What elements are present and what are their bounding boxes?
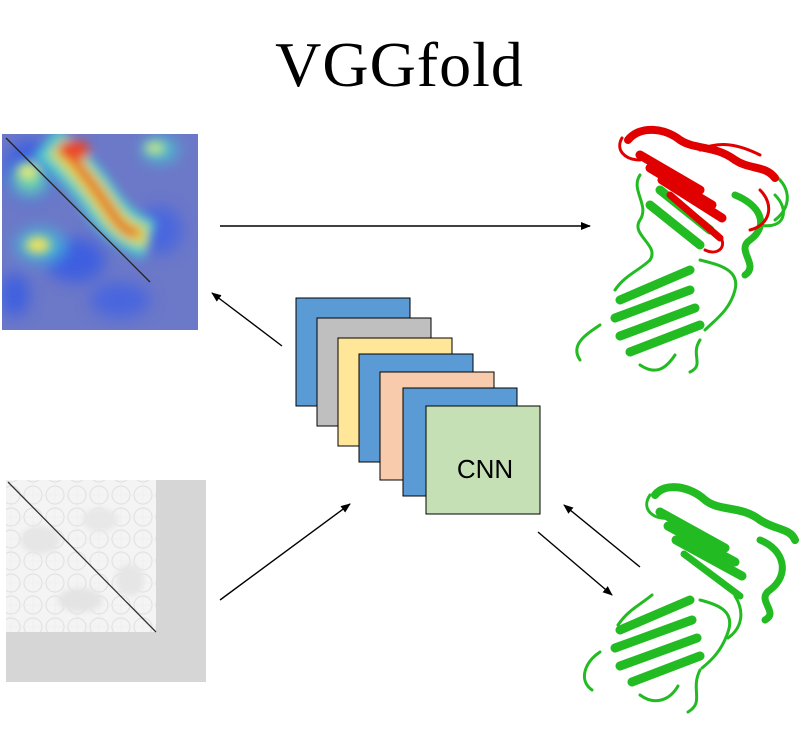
cnn-layer-7 bbox=[425, 405, 541, 515]
arrow-cnn-to-structure bbox=[537, 531, 613, 596]
arrow-structure-to-cnn bbox=[563, 504, 641, 568]
cnn-layer-stack: CNN bbox=[295, 297, 541, 515]
arrow-cnn-to-heatmap bbox=[211, 292, 283, 347]
predicted-protein-structure bbox=[575, 125, 789, 374]
predicted-contact-map-heatmap bbox=[2, 134, 198, 330]
arrow-input-to-cnn bbox=[219, 503, 351, 601]
flow-arrows bbox=[211, 222, 641, 601]
diagram-title: VGGfold bbox=[275, 29, 524, 100]
cnn-label: CNN bbox=[457, 454, 513, 484]
input-feature-matrix bbox=[6, 480, 206, 682]
native-protein-structure bbox=[582, 483, 799, 714]
